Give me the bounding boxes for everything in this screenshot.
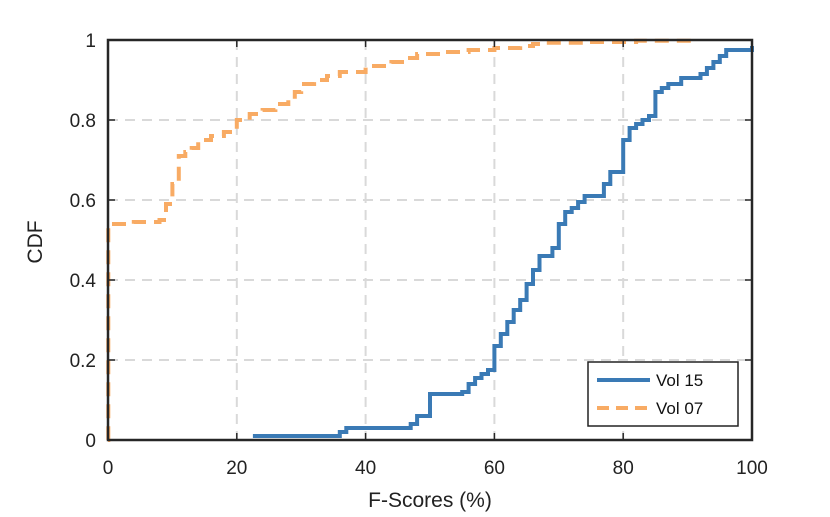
y-tick-label-0-8: 0.8 <box>70 111 96 132</box>
x-tick-label-100: 100 <box>736 458 768 479</box>
y-tick-labels: 0 0.2 0.4 0.6 0.8 1 <box>70 31 97 452</box>
tick-marks <box>107 39 753 441</box>
legend-label-vol-07: Vol 07 <box>656 399 703 418</box>
plot-frame <box>106 38 754 442</box>
x-tick-label-80: 80 <box>613 458 634 479</box>
x-tick-label-20: 20 <box>226 458 247 479</box>
x-tick-labels: 0 20 40 60 80 100 <box>103 458 768 479</box>
y-tick-label-0: 0 <box>85 431 96 452</box>
x-axis-label: F-Scores (%) <box>368 489 492 512</box>
y-axis-label: CDF <box>24 220 47 263</box>
y-tick-label-0-4: 0.4 <box>70 271 97 292</box>
y-tick-label-0-2: 0.2 <box>70 351 96 372</box>
y-tick-label-0-6: 0.6 <box>70 191 96 212</box>
series-layer <box>106 38 754 442</box>
legend-label-vol-15: Vol 15 <box>656 371 703 390</box>
legend: Vol 15 Vol 07 <box>587 361 739 427</box>
series-line-vol-07 <box>106 38 696 442</box>
legend-box <box>587 361 739 427</box>
x-tick-label-60: 60 <box>484 458 505 479</box>
series-line-vol-15 <box>252 46 754 438</box>
x-tick-label-0: 0 <box>103 458 114 479</box>
x-tick-label-40: 40 <box>355 458 376 479</box>
y-tick-label-1: 1 <box>85 31 96 52</box>
